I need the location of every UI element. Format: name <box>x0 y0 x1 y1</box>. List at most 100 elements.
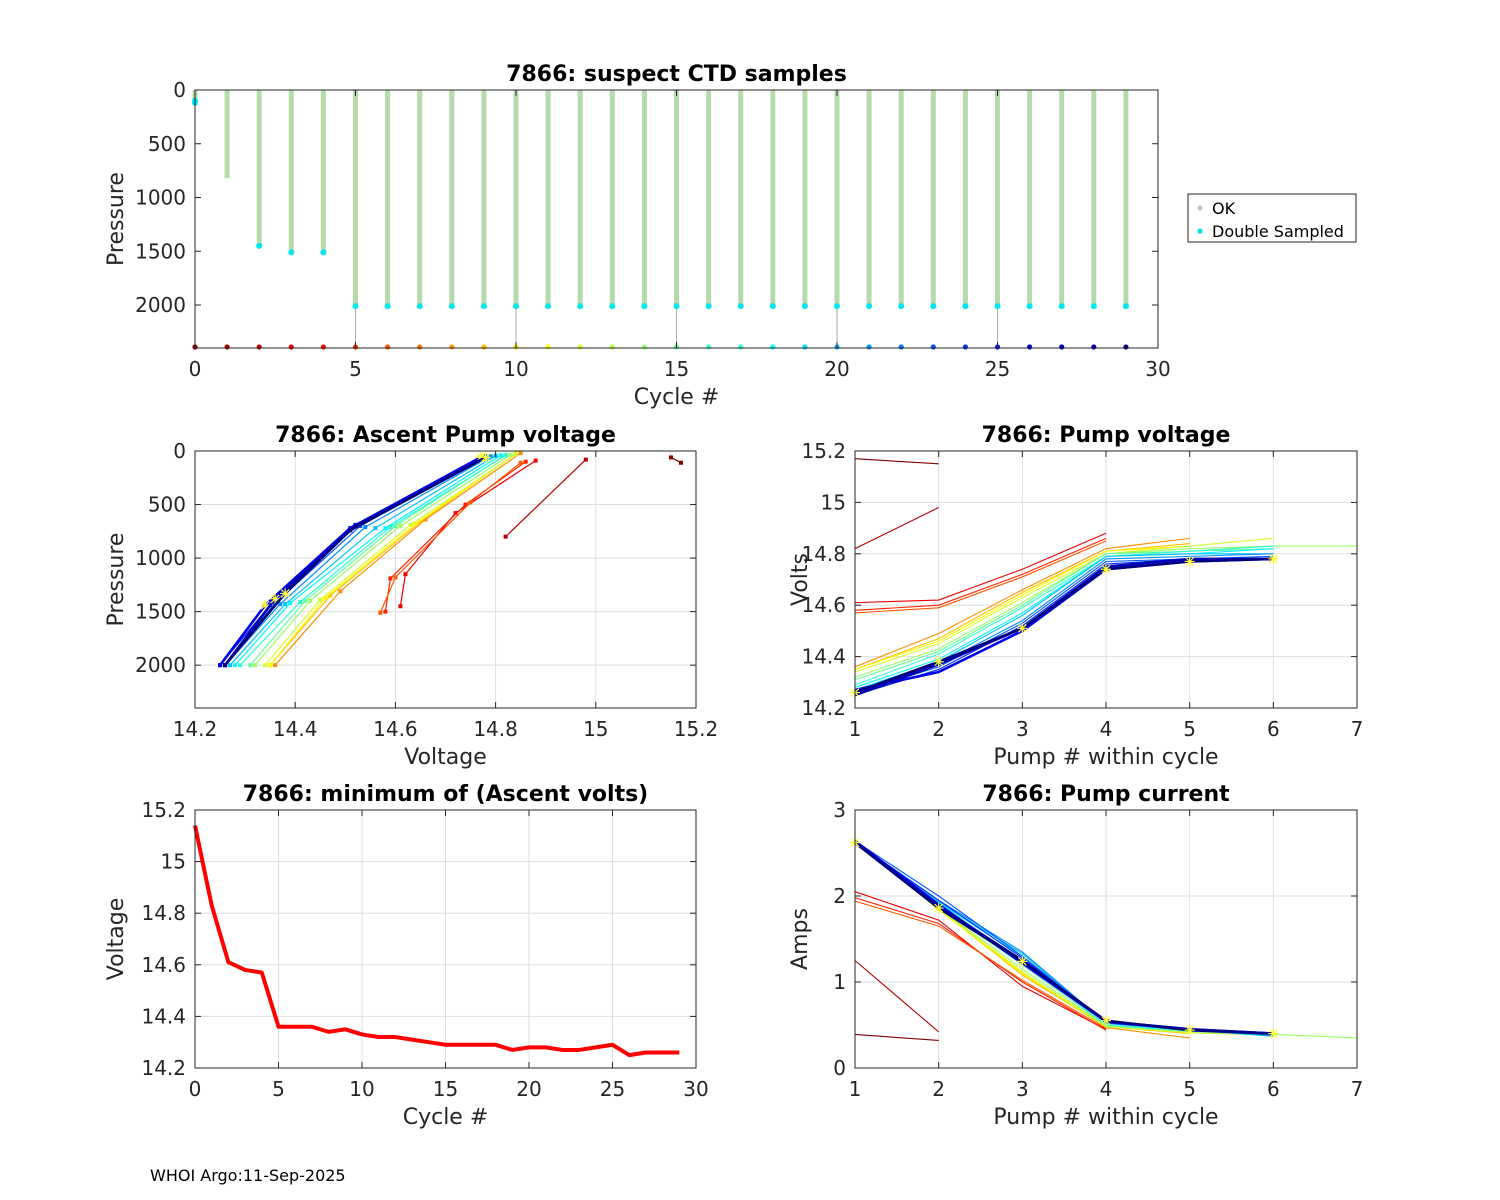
data-point <box>503 534 508 539</box>
legend-marker <box>1197 205 1203 211</box>
data-point <box>398 523 403 528</box>
data-point <box>463 502 468 507</box>
data-point <box>338 589 343 594</box>
double-sampled-marker <box>256 242 263 249</box>
x-tick-label: 6 <box>1267 1077 1280 1101</box>
data-point <box>388 525 393 530</box>
series-line <box>854 537 1190 668</box>
series-line <box>249 454 506 666</box>
data-point <box>508 452 513 457</box>
series-line <box>254 454 511 666</box>
latest-point-star <box>933 656 944 667</box>
x-tick-label: 2 <box>932 717 945 741</box>
data-point <box>513 452 518 457</box>
double-sampled-marker <box>1026 303 1033 310</box>
pump-voltage-chart: 1 2 3 4 5 6 7 14.2 14.4 14.6 14.8 15 15.2 7866: Pump … <box>788 423 1363 770</box>
y-tick-label: 0 <box>173 439 186 463</box>
series-line <box>854 542 1190 670</box>
x-tick-label: 20 <box>516 1077 541 1101</box>
double-sampled-marker <box>545 303 552 310</box>
data-point <box>238 663 243 668</box>
x-tick-label: 20 <box>824 357 849 381</box>
series-line <box>854 458 939 465</box>
data-point <box>303 598 308 603</box>
data-point <box>533 458 538 463</box>
y-tick-label: 14.6 <box>141 953 186 977</box>
y-axis-label: Pressure <box>104 172 129 266</box>
series-line <box>854 557 1274 694</box>
data-point <box>503 453 508 458</box>
y-tick-label: 1 <box>833 970 846 994</box>
data-point <box>408 522 413 527</box>
y-axis-label: Volts <box>788 553 813 606</box>
data-point <box>418 519 423 524</box>
x-tick-label: 5 <box>272 1077 285 1101</box>
x-axis-label: Cycle # <box>403 1105 489 1130</box>
data-point <box>668 455 673 460</box>
cycle-marker <box>256 344 262 350</box>
cycle-marker <box>802 344 808 350</box>
double-sampled-marker <box>288 249 295 256</box>
data-point <box>353 523 358 528</box>
series-line <box>229 455 496 666</box>
data-point <box>453 511 458 516</box>
double-sampled-marker <box>866 303 873 310</box>
series-line <box>505 459 587 538</box>
latest-point-star <box>1268 1028 1279 1039</box>
y-tick-label: 14.4 <box>801 645 846 669</box>
ctd-legend: OK Double Sampled <box>1187 193 1357 243</box>
series-line <box>854 537 1107 611</box>
cycle-marker <box>481 344 487 350</box>
double-sampled-marker <box>448 303 455 310</box>
series-line <box>854 540 1107 614</box>
cycle-marker <box>738 344 744 350</box>
x-tick-label: 6 <box>1267 717 1280 741</box>
cycle-marker <box>1027 344 1033 350</box>
x-tick-label: 2 <box>932 1077 945 1101</box>
series-line <box>219 456 482 666</box>
double-sampled-marker <box>962 303 969 310</box>
cycle-marker <box>224 344 230 350</box>
data-point <box>228 663 233 668</box>
series-line <box>854 900 1107 1029</box>
double-sampled-marker <box>737 303 744 310</box>
cycle-marker <box>577 344 583 350</box>
x-tick-label: 7 <box>1351 1077 1364 1101</box>
cycle-marker <box>706 344 712 350</box>
latest-point-star <box>1017 623 1028 634</box>
cycle-marker <box>545 344 551 350</box>
y-tick-label: 2000 <box>135 293 186 317</box>
x-tick-label: 10 <box>349 1077 374 1101</box>
series-line <box>854 960 940 1033</box>
series-line <box>854 548 1274 688</box>
double-sampled-marker <box>898 303 905 310</box>
x-tick-label: 14.4 <box>273 717 318 741</box>
series-line <box>399 460 537 607</box>
x-tick-label: 1 <box>849 717 862 741</box>
data-point <box>523 459 528 464</box>
data-point <box>378 610 383 615</box>
double-sampled-marker <box>1090 303 1097 310</box>
series-line <box>854 841 1274 1035</box>
double-sampled-marker <box>320 249 327 256</box>
series-line <box>234 454 501 666</box>
data-point <box>233 663 238 668</box>
double-sampled-marker <box>352 303 359 310</box>
y-tick-label: 500 <box>148 132 186 156</box>
data-point <box>363 525 368 530</box>
y-tick-label: 14.8 <box>801 542 846 566</box>
data-point <box>388 576 393 581</box>
x-axis-label: Pump # within cycle <box>993 1105 1218 1130</box>
x-tick-label: 10 <box>503 357 528 381</box>
series-line <box>854 532 1107 604</box>
y-axis-label: Amps <box>788 908 813 970</box>
cycle-marker <box>770 344 776 350</box>
y-tick-label: 15 <box>161 850 186 874</box>
data-point <box>278 602 283 607</box>
double-sampled-marker <box>641 303 648 310</box>
x-tick-label: 4 <box>1100 717 1113 741</box>
cycle-marker <box>1059 344 1065 350</box>
data-point <box>328 593 333 598</box>
